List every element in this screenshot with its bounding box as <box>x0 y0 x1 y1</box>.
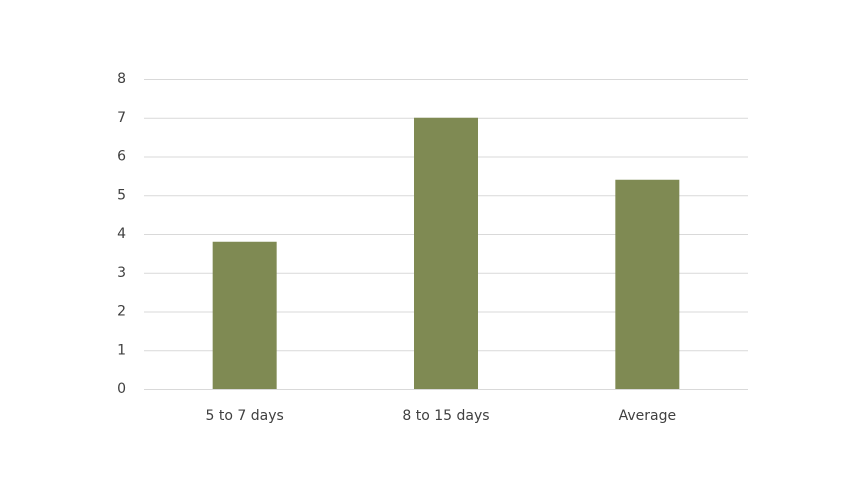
x-tick-label: 5 to 7 days <box>206 408 284 424</box>
x-tick-label: 8 to 15 days <box>402 408 489 424</box>
y-tick-label: 0 <box>117 381 126 397</box>
x-tick-label: Average <box>619 408 677 424</box>
y-tick-label: 8 <box>117 71 126 87</box>
y-tick-label: 1 <box>117 342 126 358</box>
y-tick-label: 3 <box>117 265 126 281</box>
y-tick-label: 5 <box>117 187 126 203</box>
y-tick-label: 4 <box>117 226 126 242</box>
y-tick-label: 7 <box>117 110 126 126</box>
bar <box>212 241 277 389</box>
y-tick-label: 2 <box>117 304 126 320</box>
bar <box>615 179 680 389</box>
bar <box>414 117 478 389</box>
y-tick-label: 6 <box>117 149 126 165</box>
